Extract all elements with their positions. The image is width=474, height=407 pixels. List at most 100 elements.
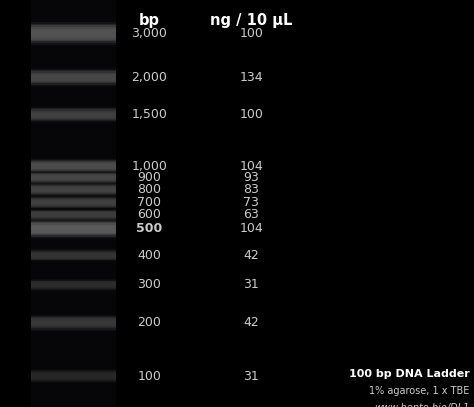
Text: 600: 600 bbox=[137, 208, 161, 221]
Bar bbox=[31, 176, 116, 179]
Bar bbox=[31, 200, 116, 205]
Bar bbox=[31, 24, 116, 43]
Bar bbox=[31, 163, 116, 169]
Bar bbox=[31, 173, 116, 182]
Bar bbox=[31, 195, 116, 210]
Bar bbox=[31, 184, 116, 195]
Bar bbox=[31, 74, 116, 81]
Text: 42: 42 bbox=[243, 249, 259, 262]
Bar bbox=[31, 370, 116, 383]
Bar bbox=[31, 223, 116, 234]
Bar bbox=[31, 185, 116, 194]
Text: 42: 42 bbox=[243, 316, 259, 329]
Bar bbox=[31, 373, 116, 379]
Bar bbox=[31, 222, 116, 235]
Text: 100: 100 bbox=[137, 370, 161, 383]
Bar bbox=[31, 253, 116, 258]
Bar bbox=[31, 279, 116, 291]
Bar bbox=[31, 219, 116, 239]
Bar bbox=[31, 282, 116, 287]
Bar bbox=[31, 111, 116, 119]
Bar bbox=[31, 225, 116, 233]
Text: 200: 200 bbox=[137, 316, 161, 329]
Bar bbox=[31, 282, 116, 288]
Text: 300: 300 bbox=[137, 278, 161, 291]
Bar bbox=[31, 71, 116, 83]
Bar bbox=[31, 164, 116, 168]
Bar bbox=[31, 173, 116, 183]
Text: 104: 104 bbox=[239, 222, 263, 235]
Bar bbox=[31, 162, 116, 170]
Bar bbox=[31, 175, 116, 181]
Bar bbox=[31, 188, 116, 191]
Bar bbox=[31, 27, 116, 40]
Bar bbox=[31, 313, 116, 332]
Bar bbox=[31, 106, 116, 124]
Bar bbox=[31, 316, 116, 330]
Text: bp: bp bbox=[139, 13, 160, 28]
Bar bbox=[31, 160, 116, 172]
Bar bbox=[31, 158, 116, 174]
Bar bbox=[31, 226, 116, 231]
Bar bbox=[31, 172, 116, 184]
Bar bbox=[31, 175, 116, 180]
Bar bbox=[31, 252, 116, 258]
Text: 100: 100 bbox=[239, 27, 263, 40]
Bar bbox=[31, 201, 116, 204]
Bar bbox=[31, 371, 116, 381]
Bar bbox=[31, 254, 116, 257]
Bar bbox=[31, 31, 116, 36]
Text: 2,000: 2,000 bbox=[131, 71, 167, 84]
Bar bbox=[31, 182, 116, 197]
Text: 1,500: 1,500 bbox=[131, 108, 167, 121]
Bar bbox=[31, 315, 116, 331]
Bar bbox=[31, 210, 116, 219]
Bar bbox=[31, 68, 116, 87]
Bar bbox=[31, 278, 116, 292]
Bar bbox=[31, 221, 116, 237]
Text: 1% agarose, 1 x TBE: 1% agarose, 1 x TBE bbox=[369, 386, 469, 396]
Bar bbox=[31, 368, 116, 384]
Bar bbox=[31, 208, 116, 222]
Text: 31: 31 bbox=[243, 370, 259, 383]
Bar bbox=[31, 319, 116, 326]
Text: 700: 700 bbox=[137, 196, 161, 209]
Bar bbox=[31, 29, 116, 38]
Bar bbox=[31, 160, 116, 173]
Bar bbox=[31, 25, 116, 42]
Text: ng / 10 μL: ng / 10 μL bbox=[210, 13, 292, 28]
Bar bbox=[31, 22, 116, 45]
Bar bbox=[31, 186, 116, 193]
Bar bbox=[31, 283, 116, 287]
Bar bbox=[31, 20, 116, 46]
Bar bbox=[31, 187, 116, 192]
Bar bbox=[31, 198, 116, 207]
Text: www.bento.bio/DL1: www.bento.bio/DL1 bbox=[374, 403, 469, 407]
Bar bbox=[31, 280, 116, 290]
Text: 1,000: 1,000 bbox=[131, 160, 167, 173]
Bar bbox=[31, 69, 116, 86]
Text: 800: 800 bbox=[137, 183, 161, 196]
Bar bbox=[31, 107, 116, 123]
Bar bbox=[31, 218, 116, 240]
Bar bbox=[31, 209, 116, 221]
Bar bbox=[31, 250, 116, 260]
Bar bbox=[31, 70, 116, 85]
Bar bbox=[31, 171, 116, 185]
Text: 100 bp DNA Ladder: 100 bp DNA Ladder bbox=[348, 369, 469, 379]
Bar bbox=[31, 317, 116, 328]
Bar bbox=[31, 196, 116, 208]
Text: 400: 400 bbox=[137, 249, 161, 262]
Bar bbox=[31, 113, 116, 117]
Bar bbox=[31, 372, 116, 380]
Bar bbox=[31, 212, 116, 218]
Text: 3,000: 3,000 bbox=[131, 27, 167, 40]
Bar bbox=[31, 109, 116, 120]
Bar bbox=[31, 251, 116, 260]
Bar bbox=[31, 249, 116, 261]
Bar bbox=[31, 321, 116, 325]
Bar bbox=[31, 318, 116, 327]
Bar bbox=[31, 248, 116, 263]
Bar bbox=[31, 212, 116, 217]
Bar bbox=[31, 197, 116, 208]
